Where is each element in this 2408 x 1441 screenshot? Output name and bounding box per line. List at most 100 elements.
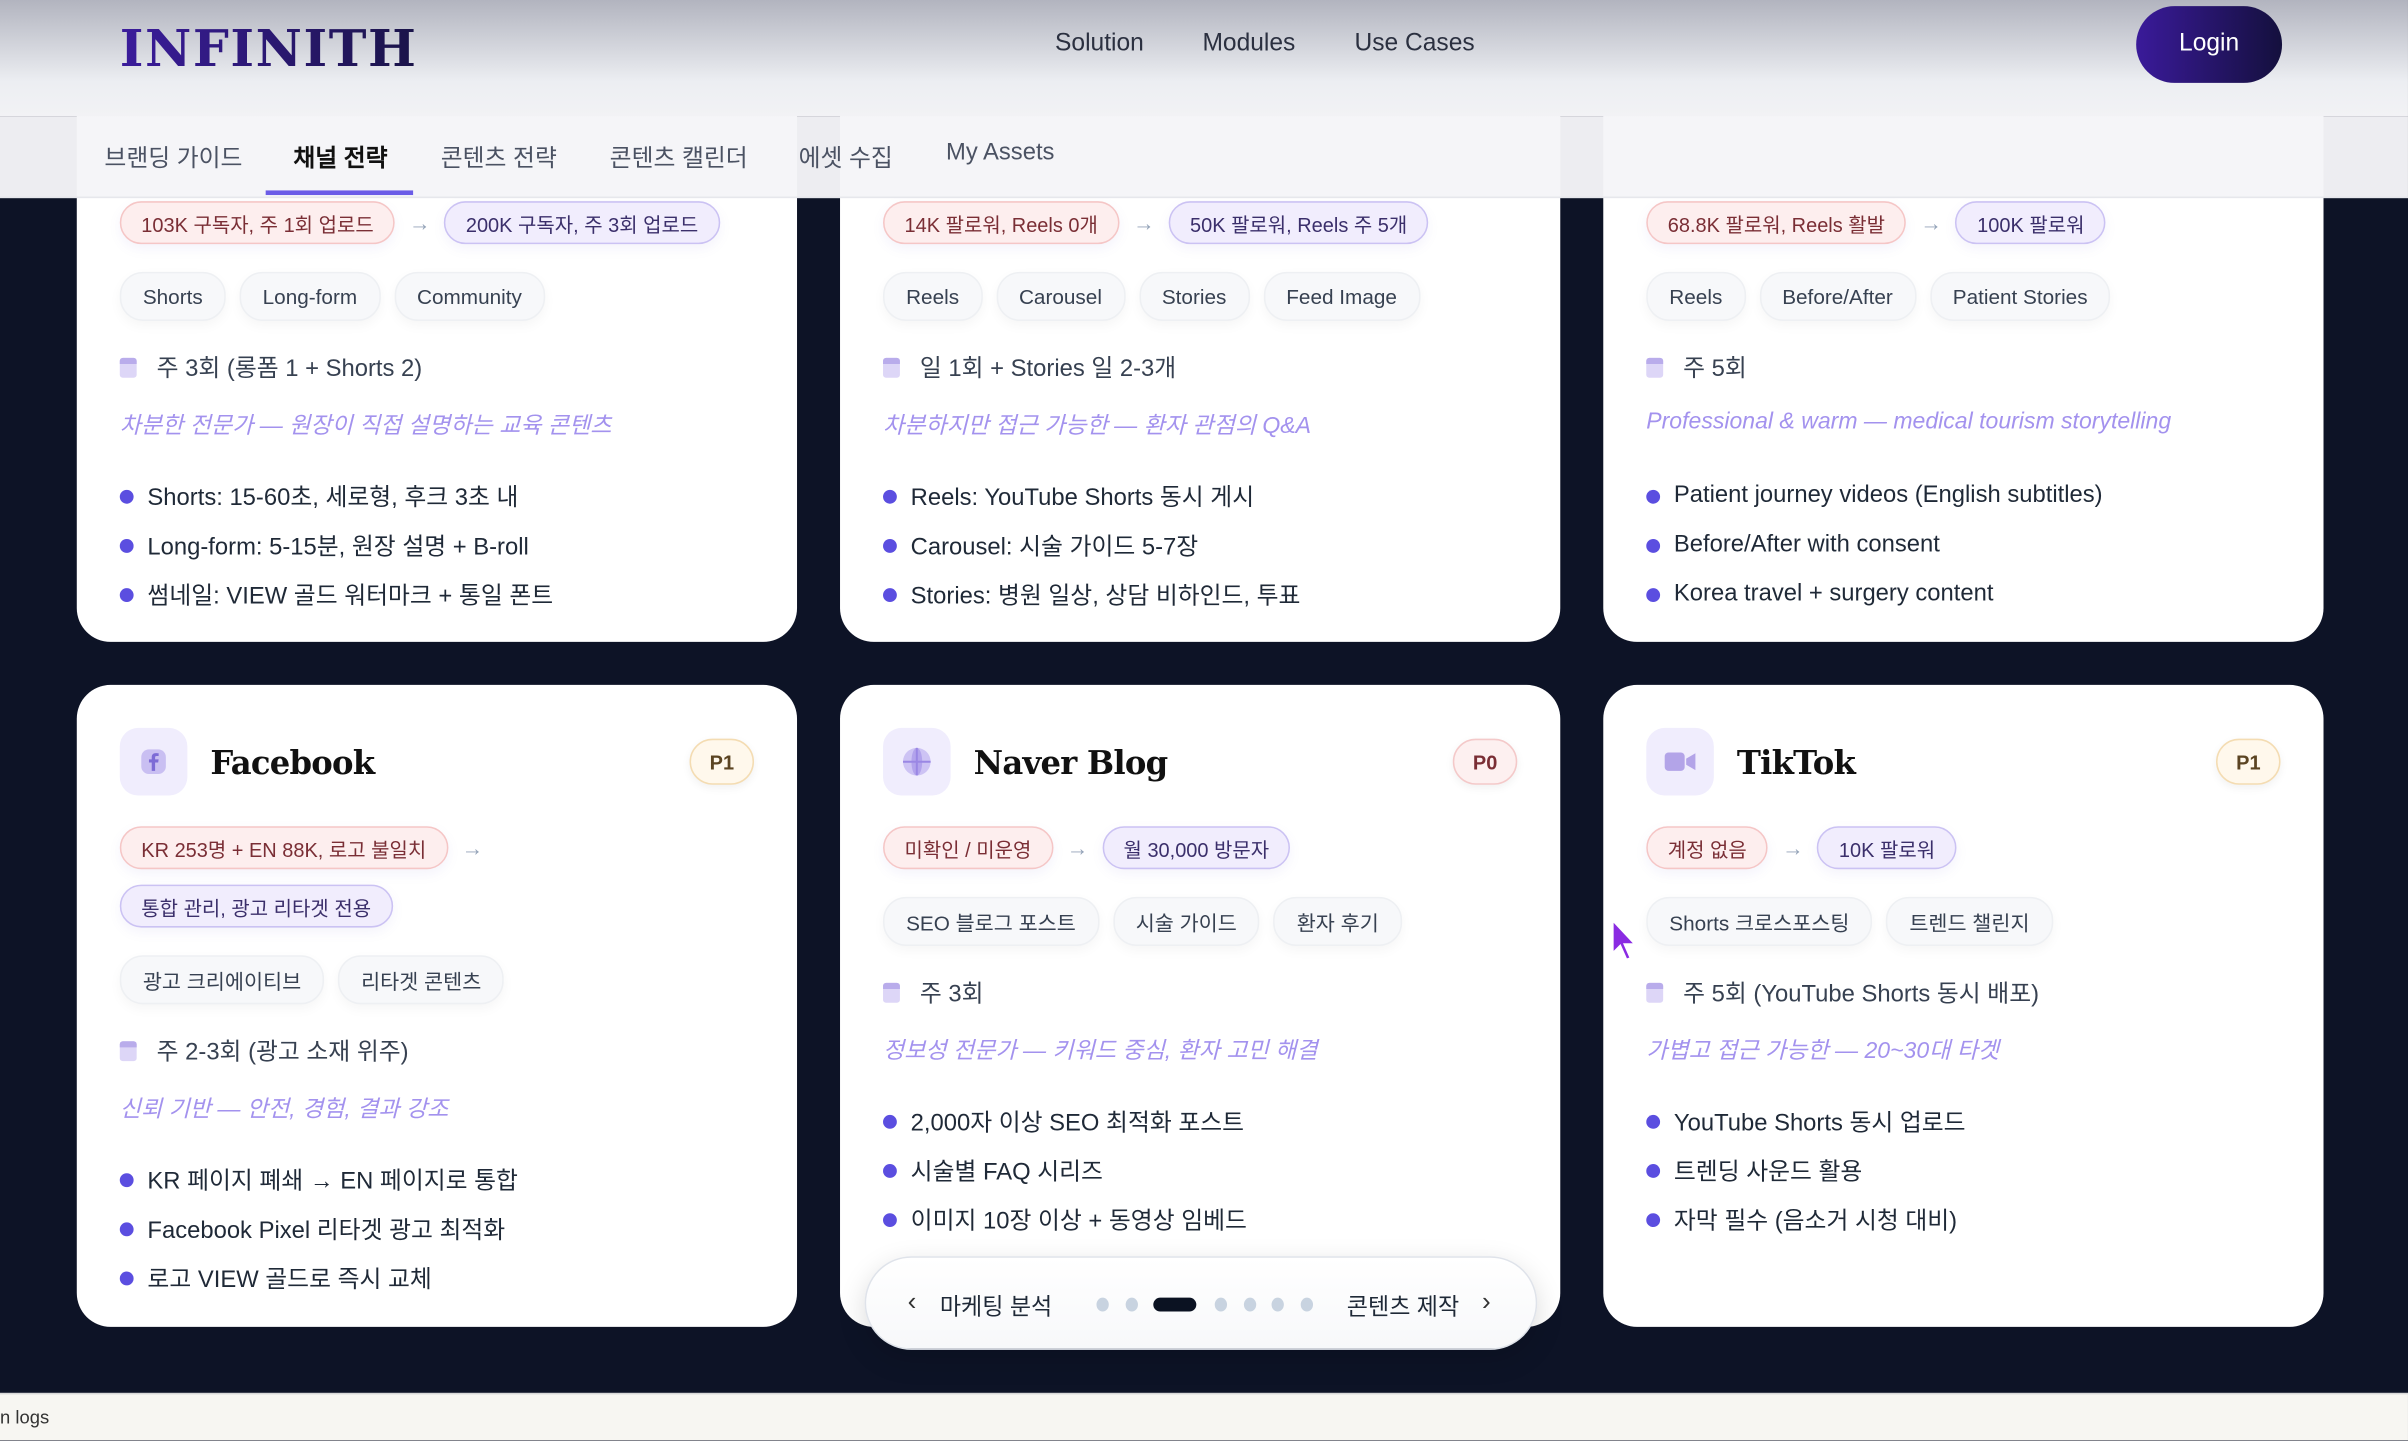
list-item: Facebook Pixel 리타겟 광고 최적화 <box>119 1204 754 1253</box>
bullet-dot <box>119 489 134 503</box>
content-format-tags: Reels Carousel Stories Feed Image <box>883 271 1517 321</box>
list-item-text: 2,000자 이상 SEO 최적화 포스트 <box>910 1110 1245 1137</box>
calendar-icon <box>883 357 900 378</box>
prev-step-button[interactable]: 마케팅 분석 <box>939 1294 1053 1321</box>
target-status-pill: 10K 팔로워 <box>1817 826 1957 870</box>
list-item: Reels: YouTube Shorts 동시 게시 <box>883 471 1517 520</box>
channel-card: Facebook P1 KR 253명 + EN 88K, 로고 불일치 → 통합 관리… <box>76 684 798 1327</box>
bullet-dot <box>1646 1212 1661 1227</box>
list-item-text: 자막 필수 (음소거 시청 대비) <box>1673 1208 1958 1235</box>
login-button[interactable]: Login <box>2136 6 2283 83</box>
list-item: 이미지 10장 이상 + 동영상 임베드 <box>883 1195 1517 1244</box>
target-status-pill: 통합 관리, 광고 리타겟 전용 <box>119 884 393 928</box>
mouse-cursor-icon <box>1611 916 1639 962</box>
tab-content-strategy[interactable]: 콘텐츠 전략 <box>440 145 557 172</box>
nav-solution[interactable]: Solution <box>1055 30 1144 57</box>
status-pills: KR 253명 + EN 88K, 로고 불일치 → 통합 관리, 광고 리타겟 전… <box>119 826 754 928</box>
top-header: INFINITH Solution Modules Use Cases Logi… <box>0 0 2408 117</box>
nav-use-cases[interactable]: Use Cases <box>1354 30 1475 57</box>
priority-badge: P0 <box>1452 738 1518 785</box>
bullet-dot <box>119 1270 134 1285</box>
pager-dot[interactable] <box>1299 1297 1313 1312</box>
priority-badge: P1 <box>2216 738 2281 785</box>
format-tag: 리타겟 콘텐츠 <box>338 955 505 1005</box>
pager-dot[interactable] <box>1124 1297 1138 1312</box>
bullet-dot <box>1646 1114 1661 1128</box>
list-item: Carousel: 시술 가이드 5-7장 <box>883 521 1517 570</box>
format-tag: Long-form <box>239 271 381 321</box>
next-step-button[interactable]: 콘텐츠 제작 <box>1346 1294 1460 1321</box>
list-item-text: Long-form: 5-15분, 원장 설명 + B-roll <box>147 534 529 561</box>
globe-icon <box>883 727 951 796</box>
logo[interactable]: INFINITH <box>119 18 418 79</box>
tab-content-calendar[interactable]: 콘텐츠 캘린더 <box>609 145 748 172</box>
target-status-pill: 50K 팔로워, Reels 주 5개 <box>1168 201 1429 245</box>
pager-dot[interactable] <box>1214 1297 1228 1312</box>
tone-text: 차분하지만 접근 가능한 — 환자 관점의 Q&A <box>883 413 1312 440</box>
calendar-icon <box>883 982 900 1003</box>
format-tag: Community <box>394 271 545 321</box>
schedule-text: 주 3회 <box>919 981 984 1008</box>
list-item: 로고 VIEW 골드로 즉시 교체 <box>119 1253 754 1302</box>
format-tag: 환자 후기 <box>1273 896 1402 946</box>
content-format-tags: Shorts Long-form Community <box>119 271 754 321</box>
card-header: Naver Blog P0 <box>883 727 1518 796</box>
list-item-text: Patient journey videos (English subtitle… <box>1673 482 2103 509</box>
tab-asset-collection[interactable]: 에셋 수집 <box>798 145 893 172</box>
video-camera-icon <box>1646 727 1714 796</box>
list-item: 자막 필수 (음소거 시청 대비) <box>1646 1195 2280 1244</box>
current-status-pill: 14K 팔로워, Reels 0개 <box>883 201 1120 245</box>
list-item-text: 시술별 FAQ 시리즈 <box>910 1159 1103 1186</box>
bullet-dot <box>119 1172 134 1187</box>
channel-card: TikTok P1 계정 없음 → 10K 팔로워 Shorts 크로스포스팅 트렌드 챌린… <box>1603 684 2324 1327</box>
nav-modules[interactable]: Modules <box>1202 30 1296 57</box>
pager-dot[interactable] <box>1096 1297 1109 1312</box>
priority-badge: P1 <box>689 738 755 785</box>
strategy-list: Shorts: 15-60초, 세로형, 후크 3초 내 Long-form: 5… <box>119 471 754 619</box>
posting-schedule: 주 2-3회 (광고 소재 위주) <box>119 1035 754 1066</box>
tab-bar: 브랜딩 가이드 채널 전략 콘텐츠 전략 콘텐츠 캘린더 에셋 수집 My As… <box>0 116 2408 199</box>
pager-dot[interactable] <box>1243 1297 1256 1312</box>
format-tag: Patient Stories <box>1929 271 2111 321</box>
bullet-dot <box>1646 489 1661 503</box>
chevron-right-icon[interactable]: › <box>1481 1286 1491 1317</box>
chevron-left-icon[interactable]: ‹ <box>907 1286 917 1317</box>
calendar-icon <box>1646 357 1664 378</box>
pager-dot-active[interactable] <box>1153 1297 1197 1312</box>
list-item: YouTube Shorts 동시 업로드 <box>1646 1096 2280 1145</box>
list-item: Shorts: 15-60초, 세로형, 후크 3초 내 <box>119 471 754 520</box>
format-tag: Stories <box>1138 271 1250 321</box>
channel-title: Naver Blog <box>973 742 1169 781</box>
format-tag: Shorts 크로스포스팅 <box>1646 896 1873 946</box>
calendar-icon <box>119 357 137 378</box>
list-item-text: Carousel: 시술 가이드 5-7장 <box>910 534 1199 561</box>
tab-my-assets[interactable]: My Assets <box>945 139 1055 166</box>
status-pills: 103K 구독자, 주 1회 업로드 → 200K 구독자, 주 3회 업로드 <box>119 201 754 245</box>
arrow-right-icon: → <box>1133 210 1155 235</box>
format-tag: Shorts <box>119 271 226 321</box>
list-item: Before/After with consent <box>1646 521 2280 570</box>
target-status-pill: 월 30,000 방문자 <box>1102 826 1291 870</box>
schedule-text: 주 5회 <box>1683 356 1747 383</box>
pager-dot[interactable] <box>1271 1297 1284 1312</box>
current-status-pill: 미확인 / 미운영 <box>883 826 1053 870</box>
list-item: 썸네일: VIEW 골드 워터마크 + 통일 폰트 <box>119 570 754 619</box>
calendar-icon <box>1646 982 1664 1003</box>
tab-channel-strategy[interactable]: 채널 전략 <box>293 145 388 172</box>
list-item-text: 로고 VIEW 골드로 즉시 교체 <box>147 1266 432 1294</box>
status-pills: 계정 없음 → 10K 팔로워 <box>1646 826 2280 870</box>
list-item-text: KR 페이지 폐쇄 → EN 페이지로 통합 <box>147 1168 518 1195</box>
posting-schedule: 주 5회 (YouTube Shorts 동시 배포) <box>1646 977 2280 1007</box>
list-item-text: 썸네일: VIEW 골드 워터마크 + 통일 폰트 <box>147 583 554 610</box>
bullet-dot <box>883 1212 897 1227</box>
list-item-text: Facebook Pixel 리타겟 광고 최적화 <box>147 1217 506 1244</box>
bullet-dot <box>883 1114 897 1128</box>
current-status-pill: 계정 없음 <box>1646 826 1769 870</box>
tab-branding-guide[interactable]: 브랜딩 가이드 <box>104 145 243 172</box>
list-item: 트렌딩 사운드 활용 <box>1646 1146 2280 1195</box>
arrow-right-icon: → <box>1066 835 1089 860</box>
posting-schedule: 주 5회 <box>1646 352 2280 383</box>
arrow-right-icon: → <box>461 835 484 860</box>
channel-title: Facebook <box>210 742 375 781</box>
list-item: Patient journey videos (English subtitle… <box>1646 471 2280 520</box>
